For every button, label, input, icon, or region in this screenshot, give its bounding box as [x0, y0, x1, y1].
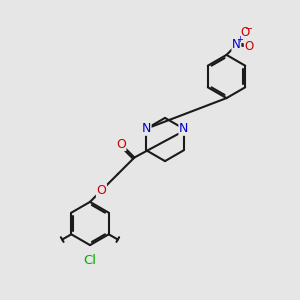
- Text: +: +: [237, 35, 243, 44]
- Text: −: −: [245, 24, 253, 34]
- Text: O: O: [240, 26, 249, 39]
- Text: N: N: [142, 122, 151, 135]
- Text: Cl: Cl: [83, 254, 97, 266]
- Text: N: N: [232, 38, 241, 52]
- Text: O: O: [116, 137, 126, 151]
- Text: N: N: [179, 122, 188, 135]
- Text: O: O: [244, 40, 253, 53]
- Text: O: O: [97, 184, 106, 197]
